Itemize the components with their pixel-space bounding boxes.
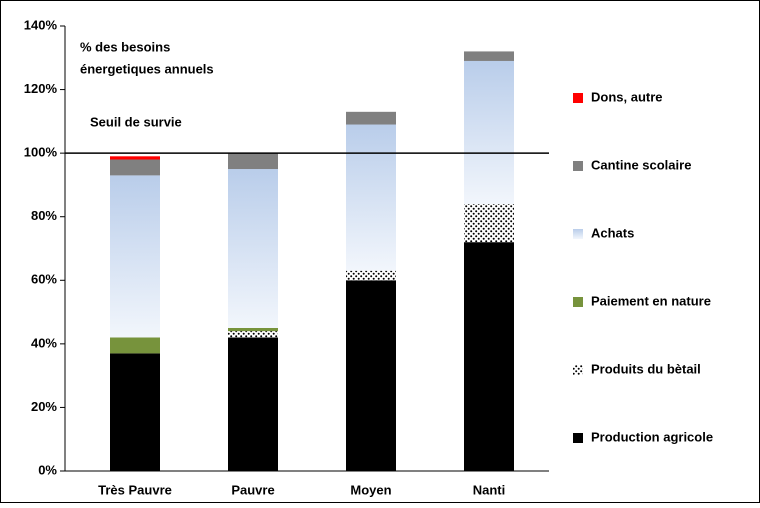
- threshold-label: Seuil de survie: [90, 115, 182, 130]
- y-tick-label: 20%: [31, 399, 57, 414]
- bar-segment: [228, 337, 278, 471]
- x-tick-label: Nanti: [473, 482, 506, 497]
- legend-swatch: [573, 433, 583, 443]
- annotation: énergetiques annuels: [80, 61, 214, 76]
- bar-segment: [464, 204, 514, 243]
- y-tick-label: 120%: [24, 81, 58, 96]
- y-tick-label: 80%: [31, 208, 57, 223]
- bar-segment: [110, 156, 160, 160]
- legend-swatch: [573, 161, 583, 171]
- bar-segment: [346, 270, 396, 281]
- legend-label: Paiement en nature: [591, 293, 711, 308]
- legend-swatch: [573, 229, 583, 239]
- bar-segment: [228, 331, 278, 338]
- y-tick-label: 0%: [38, 462, 57, 477]
- bar-segment: [346, 124, 396, 271]
- bar-segment: [110, 337, 160, 354]
- x-tick-label: Moyen: [350, 482, 391, 497]
- bar-segment: [228, 153, 278, 170]
- y-tick-label: 100%: [24, 145, 58, 160]
- bar-segment: [110, 159, 160, 176]
- legend-swatch: [573, 365, 583, 375]
- x-tick-label: Très Pauvre: [98, 482, 172, 497]
- legend-swatch: [573, 297, 583, 307]
- bar-segment: [228, 327, 278, 332]
- bar-segment: [464, 60, 514, 204]
- bar-segment: [464, 51, 514, 61]
- y-tick-label: 60%: [31, 272, 57, 287]
- bar-segment: [464, 242, 514, 471]
- bar-segment: [110, 353, 160, 471]
- y-tick-label: 40%: [31, 335, 57, 350]
- bar-segment: [228, 169, 278, 328]
- bar-segment: [110, 175, 160, 338]
- legend-swatch: [573, 93, 583, 103]
- bar-segment: [346, 280, 396, 471]
- annotation: % des besoins: [80, 39, 170, 54]
- x-tick-label: Pauvre: [231, 482, 274, 497]
- legend-label: Production agricole: [591, 429, 713, 444]
- bar-segment: [346, 111, 396, 125]
- legend-label: Produits du bètail: [591, 361, 701, 376]
- legend-label: Achats: [591, 225, 634, 240]
- legend-label: Cantine scolaire: [591, 157, 691, 172]
- y-tick-label: 140%: [24, 17, 58, 32]
- legend-label: Dons, autre: [591, 89, 663, 104]
